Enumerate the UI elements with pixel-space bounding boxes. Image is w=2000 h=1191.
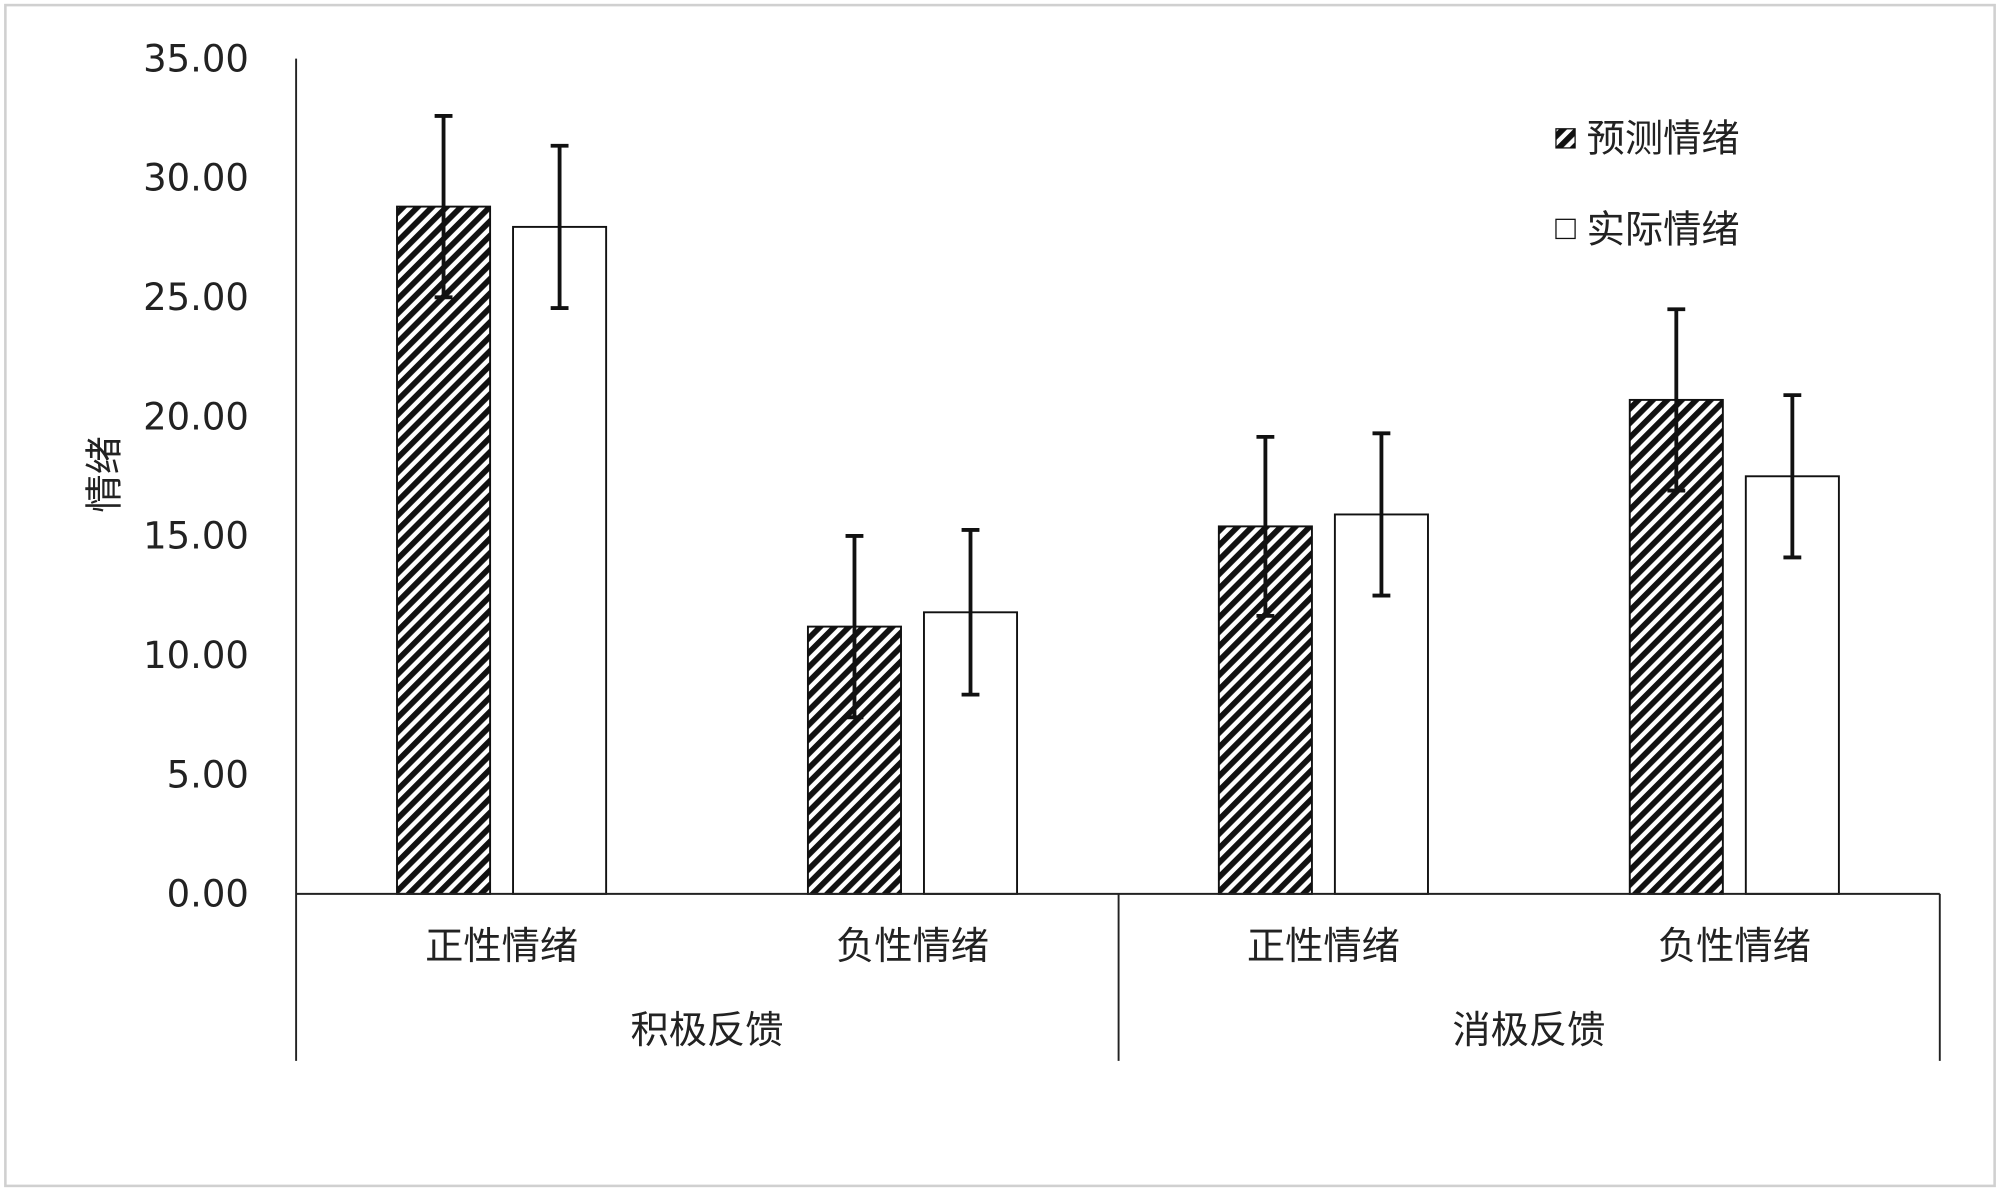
y-tick-label: 35.00 — [143, 37, 249, 80]
y-tick-label: 30.00 — [143, 157, 249, 200]
legend-label-predicted: 预测情绪 — [1587, 117, 1740, 162]
x-category-label: 正性情绪 — [1247, 924, 1400, 969]
y-tick-label: 0.00 — [167, 873, 249, 916]
error-bar — [845, 534, 864, 720]
error-bar — [1256, 434, 1275, 618]
y-axis-label: 情绪 — [83, 436, 128, 513]
legend-swatch-predicted — [1555, 128, 1576, 149]
error-bar — [1372, 431, 1391, 598]
legend-label-actual: 实际情绪 — [1587, 207, 1740, 252]
bar-actual — [512, 225, 608, 895]
error-bar — [550, 143, 569, 310]
x-group-label: 消极反馈 — [1452, 1008, 1605, 1053]
y-tick-label: 20.00 — [143, 395, 249, 438]
error-bar — [961, 528, 980, 697]
x-category-label: 负性情绪 — [836, 924, 989, 969]
bar-predicted — [396, 205, 492, 895]
y-tick-label: 5.00 — [167, 753, 249, 796]
error-bar — [1667, 307, 1686, 493]
error-bar — [434, 114, 453, 300]
y-tick-label: 10.00 — [143, 634, 249, 677]
x-category-label: 负性情绪 — [1658, 924, 1811, 969]
y-tick-label: 15.00 — [143, 515, 249, 558]
y-tick-label: 25.00 — [143, 276, 249, 319]
x-category-label: 正性情绪 — [425, 924, 578, 969]
x-group-label: 积极反馈 — [631, 1008, 784, 1053]
legend: 预测情绪 实际情绪 — [1555, 117, 1740, 252]
error-bar — [1783, 393, 1802, 560]
legend-swatch-actual — [1555, 218, 1576, 240]
